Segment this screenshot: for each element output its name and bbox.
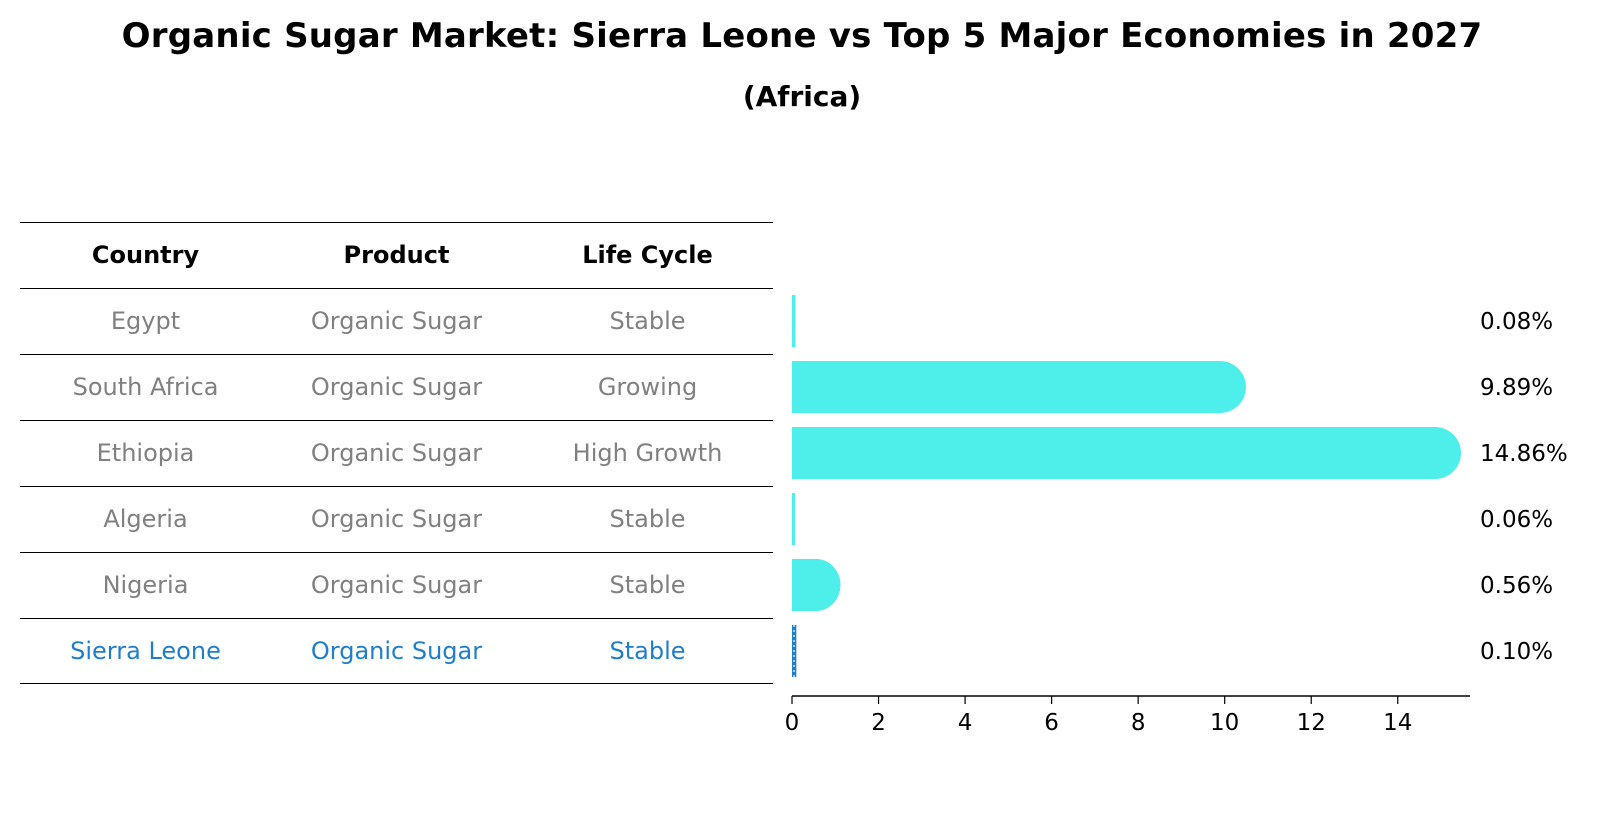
product-cell: Organic Sugar — [310, 439, 483, 467]
product-cell: Organic Sugar — [310, 505, 483, 533]
bar — [792, 559, 841, 611]
country-cell: Nigeria — [102, 571, 189, 599]
x-tick-label: 6 — [1044, 710, 1059, 736]
table-rule — [20, 486, 773, 487]
table-row: South Africa Organic Sugar Growing — [20, 354, 773, 420]
product-cell: Organic Sugar — [310, 571, 483, 599]
bar — [792, 295, 796, 347]
table-rule — [20, 288, 773, 289]
product-cell: Organic Sugar — [310, 637, 483, 665]
table-rule — [20, 420, 773, 421]
x-tick-label: 4 — [958, 710, 973, 736]
life-cycle-cell: Stable — [609, 571, 686, 599]
bar-value-label: 0.06% — [1480, 507, 1553, 533]
table-rule — [20, 354, 773, 355]
life-cycle-cell: Growing — [597, 373, 698, 401]
table-rule — [20, 552, 773, 553]
bar-value-label: 14.86% — [1480, 441, 1568, 467]
life-cycle-cell: Stable — [609, 307, 686, 335]
header-life-cycle: Life Cycle — [582, 241, 713, 269]
product-cell: Organic Sugar — [310, 307, 483, 335]
country-cell: Ethiopia — [96, 439, 195, 467]
bar — [792, 361, 1246, 413]
x-tick-label: 12 — [1297, 710, 1326, 736]
table-row: Algeria Organic Sugar Stable — [20, 486, 773, 552]
x-tick-label: 10 — [1210, 710, 1239, 736]
header-country: Country — [91, 241, 200, 269]
x-tick-label: 8 — [1131, 710, 1146, 736]
bar — [792, 493, 795, 545]
table-row-highlighted: Sierra Leone Organic Sugar Stable — [20, 618, 773, 684]
chart-title: Organic Sugar Market: Sierra Leone vs To… — [121, 16, 1483, 56]
bar-value-label: 0.10% — [1480, 639, 1553, 665]
life-cycle-cell: High Growth — [572, 439, 723, 467]
x-tick-label: 0 — [785, 710, 800, 736]
data-table: Country Product Life Cycle Egypt Organic… — [20, 222, 773, 684]
chart-subtitle: (Africa) — [742, 80, 862, 113]
table-rule — [20, 222, 773, 223]
product-cell: Organic Sugar — [310, 373, 483, 401]
country-cell: Sierra Leone — [70, 637, 221, 665]
life-cycle-cell: Stable — [609, 505, 686, 533]
header-product: Product — [343, 241, 450, 269]
table-row: Nigeria Organic Sugar Stable — [20, 552, 773, 618]
bar-value-label: 0.08% — [1480, 309, 1553, 335]
country-cell: Algeria — [103, 505, 188, 533]
bar-value-label: 9.89% — [1480, 375, 1553, 401]
x-tick-label: 14 — [1383, 710, 1412, 736]
table-rule — [20, 618, 773, 619]
life-cycle-cell: Stable — [609, 637, 686, 665]
country-cell: South Africa — [72, 373, 219, 401]
table-rule — [20, 683, 773, 684]
table-row: Egypt Organic Sugar Stable — [20, 288, 773, 354]
bar-value-label: 0.56% — [1480, 573, 1553, 599]
table-header-row: Country Product Life Cycle — [20, 222, 773, 288]
country-cell: Egypt — [110, 307, 181, 335]
x-tick-label: 2 — [871, 710, 886, 736]
bar — [792, 427, 1461, 479]
table-row: Ethiopia Organic Sugar High Growth — [20, 420, 773, 486]
